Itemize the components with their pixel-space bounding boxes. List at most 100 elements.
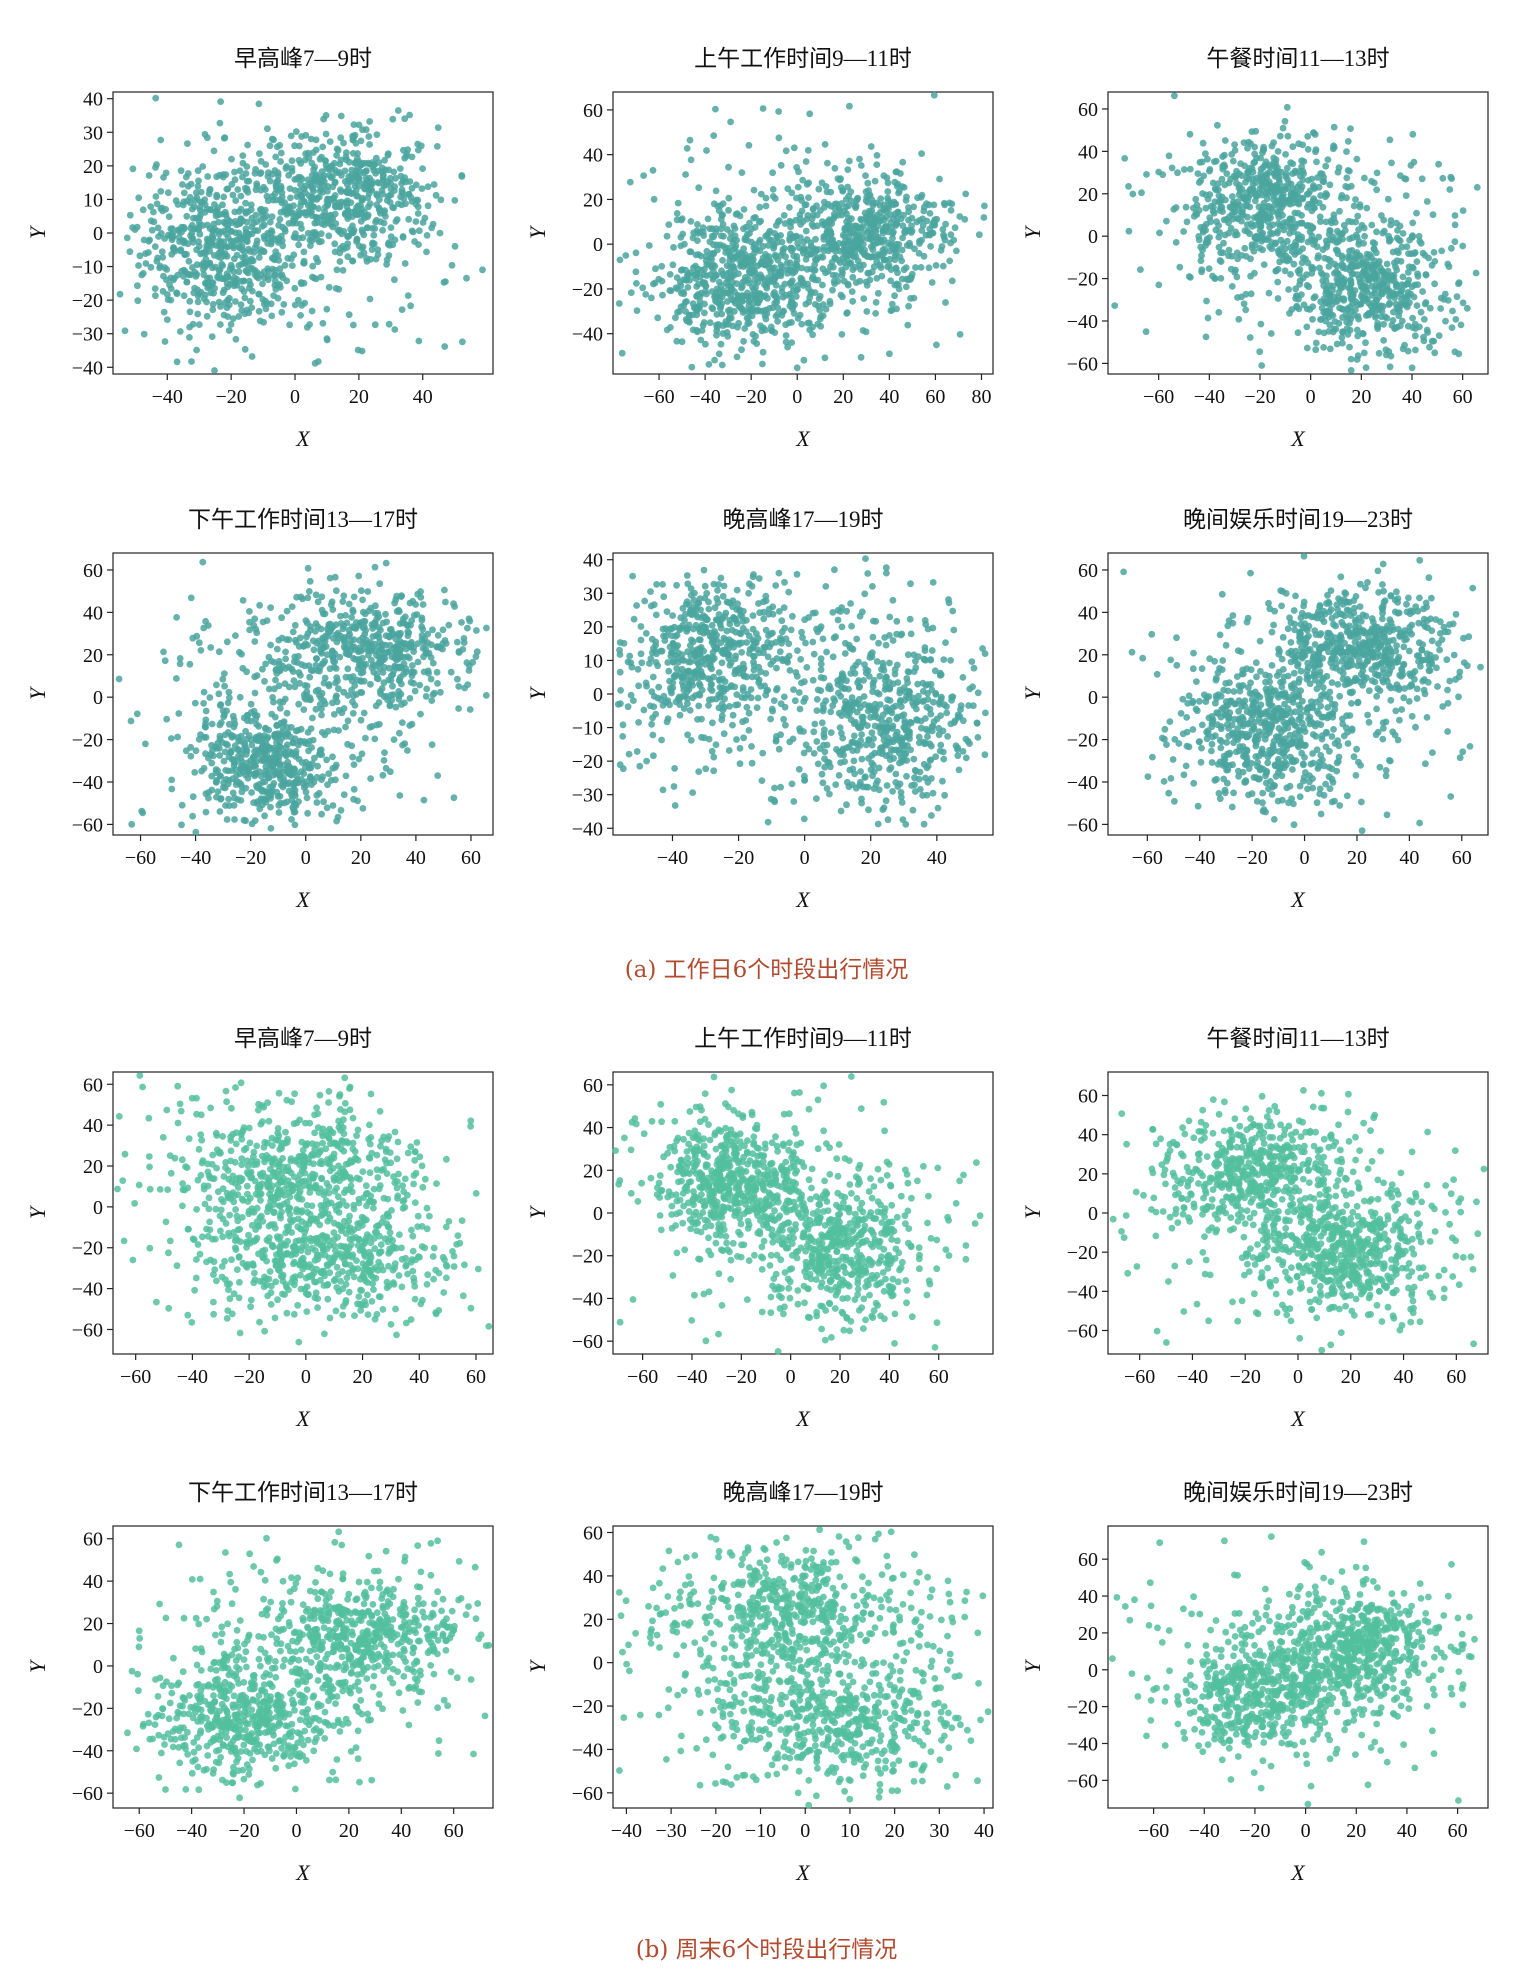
scatter-point [1155, 281, 1163, 289]
scatter-point [1333, 340, 1341, 348]
scatter-point [361, 639, 369, 647]
scatter-point [264, 240, 271, 247]
scatter-point [808, 221, 816, 228]
scatter-point [1226, 203, 1234, 211]
scatter-point [454, 675, 461, 683]
scatter-point [820, 233, 828, 240]
scatter-point [796, 311, 804, 319]
scatter-point [374, 179, 382, 186]
scatter-point [270, 272, 278, 280]
scatter-point [404, 622, 412, 630]
scatter-point [371, 735, 379, 743]
scatter-point [1312, 148, 1319, 156]
scatter-point [1240, 139, 1248, 147]
scatter-point [135, 262, 142, 269]
scatter-point [282, 648, 289, 656]
scatter-point [192, 828, 200, 836]
scatter-point [344, 665, 352, 673]
scatter-point [321, 700, 329, 708]
scatter-point [360, 249, 368, 257]
scatter-point [209, 300, 217, 308]
scatter-point [725, 206, 732, 214]
scatter-point [410, 680, 418, 687]
y-tick-label: 60 [83, 560, 103, 582]
scatter-point [1198, 268, 1205, 276]
scatter-point [1246, 203, 1254, 211]
scatter-point [805, 285, 812, 292]
scatter-point [138, 271, 146, 279]
scatter-point [236, 770, 244, 778]
scatter-point [827, 202, 835, 210]
scatter-point [251, 711, 259, 719]
scatter-point [1334, 168, 1342, 176]
scatter-point [703, 147, 710, 154]
scatter-point [802, 201, 810, 209]
scatter-point [300, 257, 308, 265]
scatter-point [873, 275, 881, 282]
scatter-point [171, 247, 179, 255]
scatter-point [853, 195, 861, 203]
scatter-point [168, 785, 176, 793]
x-tick-label: −60 [1143, 386, 1174, 408]
scatter-point [297, 202, 304, 210]
scatter-point [428, 741, 436, 749]
scatter-point [123, 234, 131, 242]
scatter-point [242, 727, 250, 735]
scatter-point [349, 257, 356, 265]
scatter-point [666, 287, 674, 294]
scatter-point [889, 230, 896, 238]
scatter-point [246, 608, 253, 615]
scatter-point [713, 331, 720, 339]
scatter-point [1416, 323, 1423, 331]
scatter-point [281, 225, 289, 233]
scatter-point [243, 306, 251, 314]
scatter-point [1292, 220, 1299, 228]
scatter-point [397, 629, 404, 637]
scatter-point [320, 216, 328, 224]
scatter-point [653, 581, 660, 588]
scatter-point [216, 701, 224, 709]
scatter-point [699, 321, 707, 329]
scatter-point [301, 739, 309, 747]
scatter-point [183, 278, 191, 286]
scatter-point [312, 591, 320, 599]
scatter-point [866, 211, 873, 219]
scatter-point [246, 626, 254, 634]
scatter-point [186, 323, 194, 331]
scatter-point [1322, 287, 1330, 294]
scatter-point [1426, 343, 1433, 351]
scatter-point [322, 203, 329, 211]
scatter-point [345, 600, 353, 608]
scatter-point [367, 775, 374, 782]
scatter-point [1296, 181, 1303, 188]
scatter-point [780, 212, 788, 219]
scatter-point [729, 711, 737, 719]
scatter-point [782, 338, 790, 346]
scatter-point [417, 142, 425, 150]
scatter-point [194, 298, 202, 306]
scatter-point [686, 311, 693, 319]
scatter-point [227, 321, 235, 328]
scatter-point [160, 308, 168, 316]
scatter-point [196, 321, 203, 328]
scatter-point [331, 202, 339, 210]
scatter-point [1373, 228, 1380, 236]
scatter-point [1249, 180, 1257, 188]
scatter-point [337, 188, 345, 196]
scatter-point [273, 788, 281, 796]
scatter-point [368, 246, 376, 254]
scatter-point [1283, 218, 1291, 226]
scatter-point [1422, 271, 1430, 278]
scatter-point [134, 282, 141, 290]
scatter-point [962, 190, 970, 198]
scatter-point [204, 173, 212, 180]
scatter-point [217, 795, 225, 803]
scatter-point [363, 255, 370, 262]
scatter-point [773, 272, 780, 280]
scatter-point [1283, 103, 1291, 111]
scatter-point [231, 208, 239, 216]
x-tick-label: −40 [180, 847, 211, 869]
scatter-point [153, 257, 161, 265]
scatter-point [364, 224, 371, 232]
scatter-point [856, 277, 864, 285]
